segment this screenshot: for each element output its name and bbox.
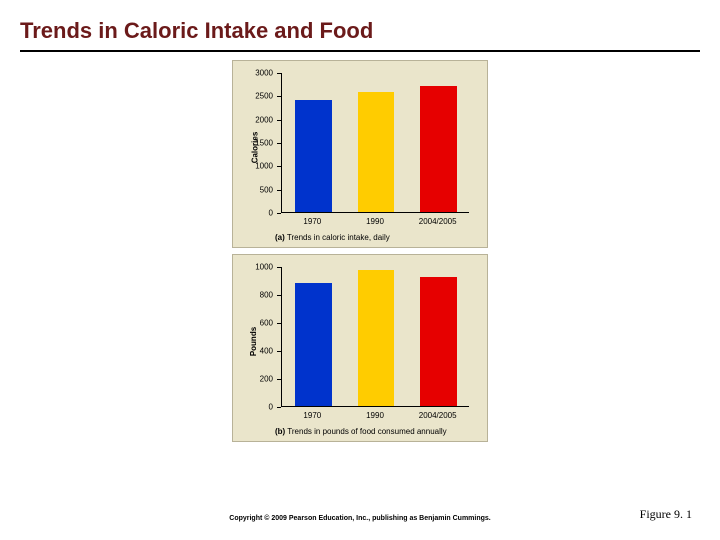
title-underline [20,50,700,52]
y-tick-mark [277,267,281,268]
charts-container: 050010001500200025003000Calories19701990… [0,60,720,442]
y-tick-mark [277,213,281,214]
x-tick-label: 1990 [366,217,384,226]
plot-area [281,267,469,407]
bar [420,86,456,212]
x-tick-label: 2004/2005 [419,411,457,420]
bar [295,100,331,212]
chart-caption: (b) Trends in pounds of food consumed an… [275,427,447,436]
x-tick-label: 1990 [366,411,384,420]
y-tick-label: 0 [233,403,273,412]
caption-text: Trends in caloric intake, daily [285,233,390,242]
caption-label: (a) [275,233,285,242]
bar [295,283,331,406]
y-tick-mark [277,120,281,121]
slide-title: Trends in Caloric Intake and Food [0,0,720,50]
y-tick-label: 3000 [233,69,273,78]
y-tick-mark [277,143,281,144]
chart-panel-b: 02004006008001000Pounds197019902004/2005… [232,254,488,442]
chart-caption: (a) Trends in caloric intake, daily [275,233,390,242]
plot-area [281,73,469,213]
figure-number: Figure 9. 1 [640,507,692,522]
y-tick-mark [277,407,281,408]
y-tick-label: 800 [233,291,273,300]
y-tick-mark [277,323,281,324]
y-tick-mark [277,166,281,167]
y-tick-label: 500 [233,185,273,194]
bar [358,270,394,406]
y-axis-label: Calories [250,132,259,164]
y-tick-label: 0 [233,209,273,218]
caption-label: (b) [275,427,285,436]
y-tick-label: 2500 [233,92,273,101]
y-tick-mark [277,73,281,74]
y-tick-mark [277,379,281,380]
x-tick-label: 2004/2005 [419,217,457,226]
x-tick-label: 1970 [303,411,321,420]
copyright-text: Copyright © 2009 Pearson Education, Inc.… [229,515,490,522]
y-tick-label: 2000 [233,115,273,124]
y-tick-label: 200 [233,375,273,384]
bar [420,277,456,406]
y-tick-mark [277,190,281,191]
bar [358,92,394,212]
y-tick-mark [277,295,281,296]
y-tick-mark [277,96,281,97]
y-axis-label: Pounds [249,327,258,356]
y-tick-label: 1000 [233,263,273,272]
y-tick-mark [277,351,281,352]
x-tick-label: 1970 [303,217,321,226]
caption-text: Trends in pounds of food consumed annual… [285,427,446,436]
chart-panel-a: 050010001500200025003000Calories19701990… [232,60,488,248]
